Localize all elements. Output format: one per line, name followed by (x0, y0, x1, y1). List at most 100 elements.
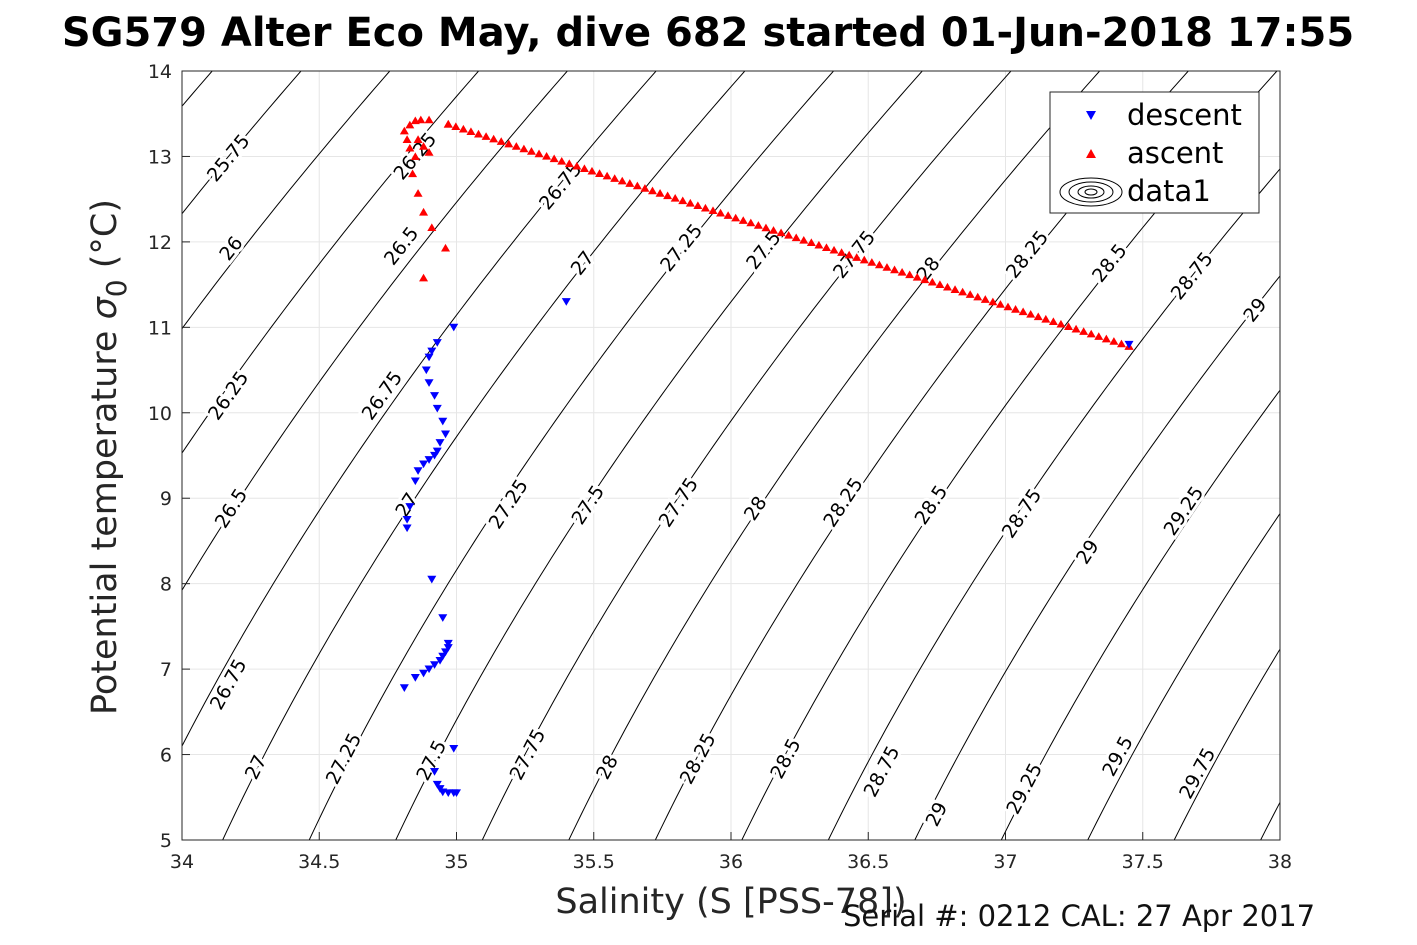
descent-point (430, 768, 440, 776)
ascent-point (1011, 305, 1021, 313)
isopycnal-line (1000, 389, 1280, 840)
descent-point (438, 614, 448, 622)
ascent-point (542, 152, 552, 160)
ascent-point (402, 135, 412, 143)
y-axis-label-unit: (°C) (85, 199, 125, 279)
ascent-point (1041, 314, 1051, 323)
contour-label: 26.25 (204, 367, 253, 424)
ascent-point (399, 126, 409, 135)
contour-label: 27.25 (485, 475, 533, 533)
contour-label: 28 (740, 492, 772, 524)
ascent-point (416, 115, 426, 124)
x-tick-label: 37.5 (1122, 851, 1164, 873)
contour-label: 29.25 (1002, 759, 1047, 817)
y-axis-label: Potential temperature σ0 (°C) (85, 199, 133, 715)
isopycnal-line (182, 71, 657, 748)
isopycnal-line (1173, 648, 1280, 840)
ascent-point (519, 144, 529, 153)
descent-point (402, 515, 412, 524)
descent-point (424, 353, 434, 362)
ascent-point (419, 207, 429, 216)
legend-marker-contour-icon (1059, 177, 1123, 207)
contour-label: 29.25 (1160, 482, 1209, 539)
contour-label: 26.5 (380, 223, 423, 270)
descent-point (430, 392, 440, 400)
ascent-point (640, 184, 650, 192)
ascent-point (1033, 312, 1043, 321)
contour-label: 25.75 (203, 130, 255, 186)
contour-label: 27.5 (412, 737, 451, 785)
y-axis-label-sigma: σ (85, 295, 125, 319)
ascent-point (784, 231, 794, 239)
serial-cal-footer: Serial #: 0212 CAL: 27 Apr 2017 (843, 899, 1316, 933)
ascent-point (958, 287, 968, 296)
ascent-point (814, 240, 824, 249)
ascent-point (761, 223, 771, 232)
ascent-point (905, 270, 915, 279)
contour-label: 27.25 (322, 730, 366, 788)
ascent-point (663, 191, 673, 200)
legend-label-descent: descent (1127, 98, 1242, 132)
ascent-point (625, 179, 635, 187)
ascent-point (405, 143, 415, 152)
x-tick-label: 36 (719, 851, 743, 873)
isopycnal-line (1087, 512, 1280, 840)
ascent-point (988, 297, 998, 306)
ascent-point (489, 134, 499, 143)
ascent-point (1064, 322, 1074, 330)
x-tick-label: 36.5 (847, 851, 889, 873)
contour-label: 28.25 (676, 730, 721, 788)
ascent-point (693, 201, 703, 210)
ascent-point (410, 152, 420, 161)
ascent-point (965, 290, 975, 298)
descent-point (419, 460, 429, 469)
ascent-point (424, 115, 434, 124)
chart-title: SG579 Alter Eco May, dive 682 started 01… (62, 10, 1354, 56)
y-tick-label: 9 (160, 488, 172, 510)
ascent-point (526, 147, 536, 155)
ascent-point (1079, 327, 1089, 335)
legend-marker-ascent (1086, 149, 1096, 158)
ascent-point (806, 238, 816, 247)
ascent-point (731, 213, 741, 222)
ascent-point (1003, 302, 1013, 311)
ascent-point (557, 156, 567, 165)
contour-label: 29.75 (1175, 744, 1220, 802)
ascent-point (632, 181, 642, 190)
y-tick-label: 6 (160, 745, 172, 767)
contour-label: 27 (241, 752, 272, 784)
descent-point (441, 648, 451, 657)
descent-point (452, 789, 461, 798)
ascent-point (708, 206, 718, 214)
ascent-point (481, 132, 491, 140)
descent-point (435, 656, 445, 665)
isopycnal-line (1339, 54, 1417, 857)
ascent-point (549, 154, 559, 163)
contour-label: 29 (1072, 536, 1104, 568)
y-axis-label-text: Potential temperature (85, 319, 125, 715)
descent-point (438, 417, 448, 426)
contour-label: 28.25 (1002, 227, 1053, 283)
descent-point (449, 744, 459, 753)
y-tick-label: 10 (148, 403, 172, 425)
ascent-point (927, 277, 937, 286)
ascent-point (579, 164, 589, 173)
descent-point (441, 430, 451, 439)
descent-point (424, 379, 434, 387)
ascent-point (458, 124, 468, 133)
ascent-point (837, 248, 847, 256)
isopycnal-line (568, 71, 1101, 840)
descent-point (435, 439, 445, 447)
descent-point (427, 347, 437, 356)
ascent-point (980, 295, 990, 303)
ascent-point (700, 203, 710, 212)
descent-point (402, 524, 412, 533)
grid (181, 70, 1281, 841)
descent-point (421, 366, 431, 375)
ascent-point (738, 216, 748, 224)
ascent-point (451, 122, 461, 131)
descent-point (427, 575, 437, 584)
axis-ticks: 34 34.5 35 35.5 36 36.5 37 37.5 38 5 6 7 8 9 10 11 12 13 1… (148, 61, 1292, 873)
ascent-point (746, 218, 756, 227)
